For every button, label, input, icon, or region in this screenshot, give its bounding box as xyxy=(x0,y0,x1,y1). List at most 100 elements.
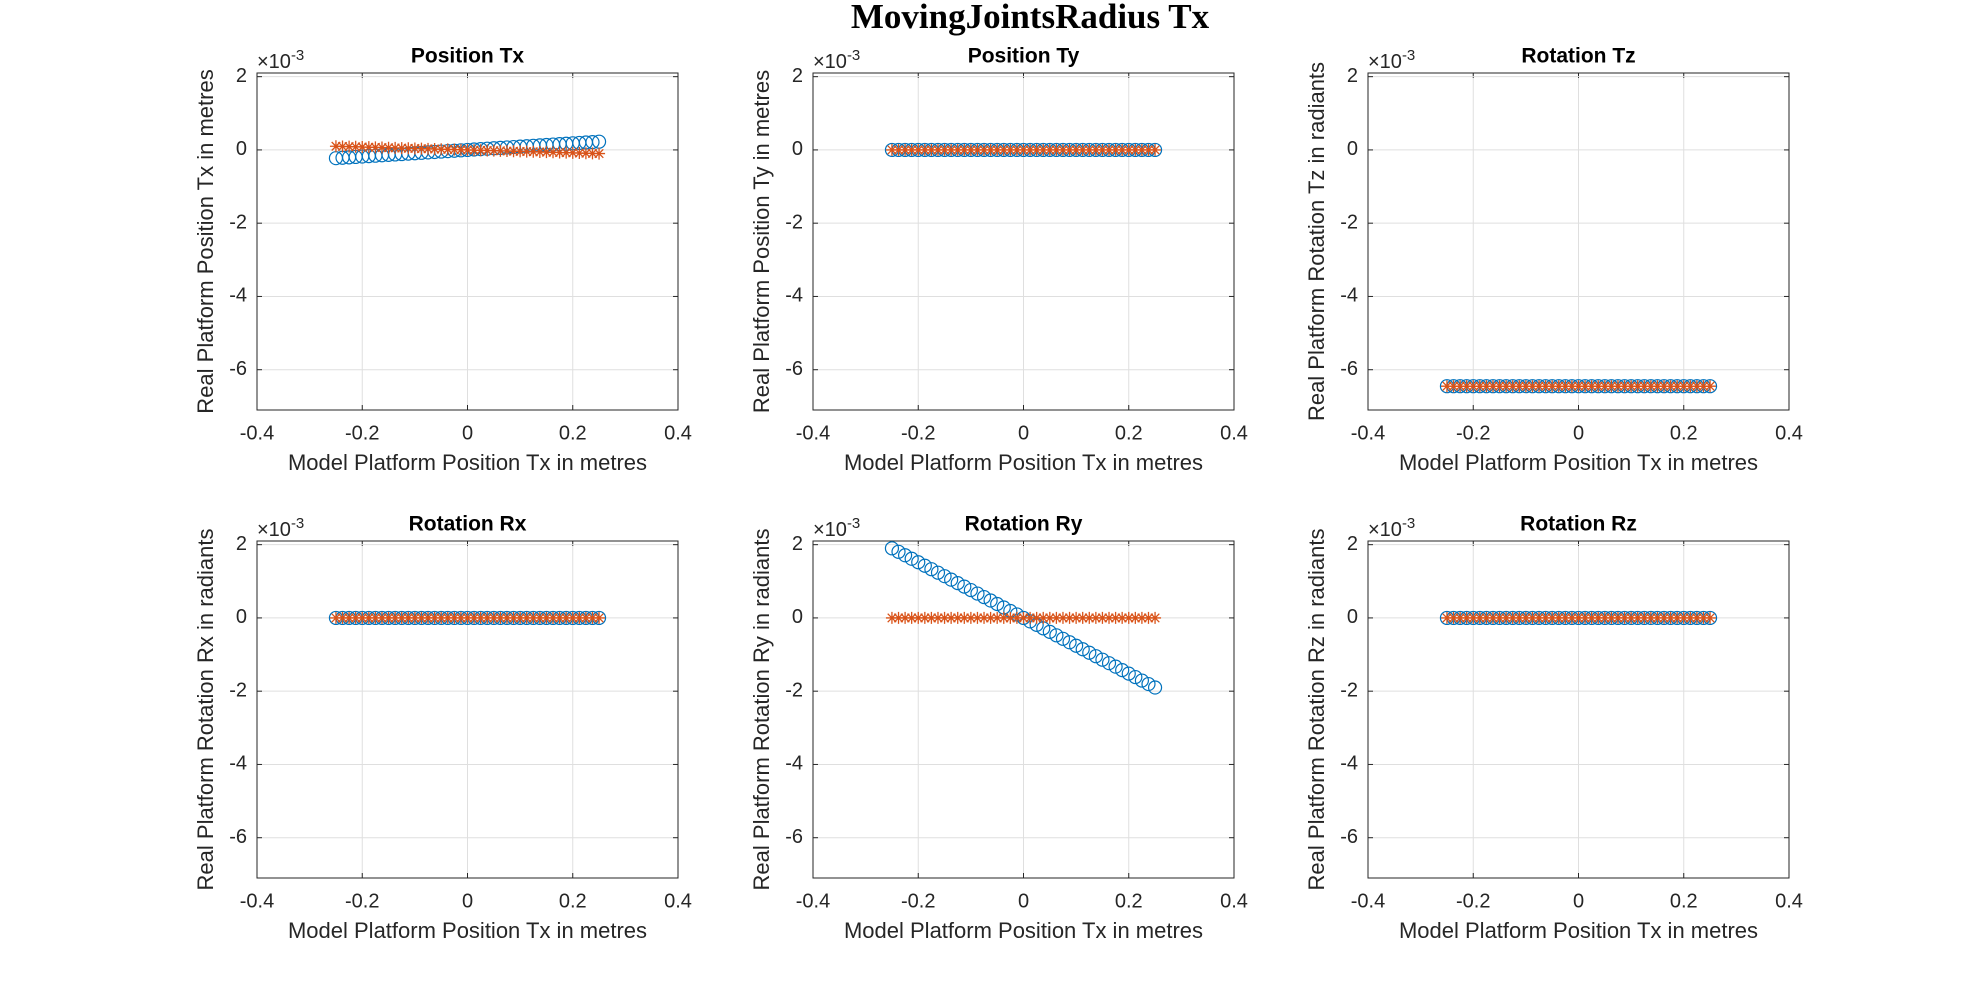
marker xyxy=(560,611,573,624)
marker xyxy=(957,579,972,594)
marker xyxy=(1625,380,1638,393)
y-multiplier-base: ×10 xyxy=(257,51,291,73)
axes-box xyxy=(256,540,679,879)
marker xyxy=(1042,624,1057,639)
marker xyxy=(945,611,958,624)
marker xyxy=(514,611,527,624)
marker xyxy=(349,611,362,624)
subplot-title: Position Ty xyxy=(968,45,1080,68)
y-tick-label: -4 xyxy=(785,285,803,307)
marker xyxy=(481,144,494,157)
marker xyxy=(997,143,1010,156)
marker xyxy=(1658,380,1671,393)
marker xyxy=(1122,143,1135,156)
marker xyxy=(329,140,342,153)
marker xyxy=(1063,143,1076,156)
marker xyxy=(500,611,513,624)
marker xyxy=(1631,380,1644,393)
marker xyxy=(1664,380,1677,393)
marker xyxy=(1460,611,1473,624)
x-axis-label: Model Platform Position Tx in metres xyxy=(1399,450,1758,475)
marker xyxy=(918,143,931,156)
marker xyxy=(1050,611,1063,624)
y-multiplier-exponent: -3 xyxy=(1402,47,1415,64)
marker xyxy=(1690,611,1703,624)
marker xyxy=(1585,611,1598,624)
marker xyxy=(1055,631,1071,646)
y-tick-label: 2 xyxy=(1347,533,1358,555)
x-tick-label: 0.4 xyxy=(664,890,692,912)
marker xyxy=(971,611,984,624)
marker xyxy=(1076,143,1089,156)
marker xyxy=(1083,611,1096,624)
marker xyxy=(573,611,586,624)
marker xyxy=(1611,380,1624,393)
series xyxy=(329,140,606,160)
marker xyxy=(1559,611,1572,624)
series xyxy=(1440,611,1717,624)
y-axis-label: Real Platform Rotation Ry in radiants xyxy=(749,529,774,891)
marker xyxy=(454,143,467,156)
marker xyxy=(1519,611,1532,624)
marker xyxy=(448,611,461,624)
marker xyxy=(1010,611,1023,624)
y-tick-label: 2 xyxy=(236,533,247,555)
marker xyxy=(1631,611,1644,624)
marker xyxy=(474,611,487,624)
marker xyxy=(1069,638,1084,653)
marker xyxy=(1076,611,1089,624)
marker xyxy=(422,611,435,624)
marker xyxy=(468,144,481,157)
x-tick-label: -0.2 xyxy=(345,422,379,444)
marker xyxy=(474,144,487,157)
marker xyxy=(428,143,441,156)
marker xyxy=(931,143,944,156)
marker xyxy=(1142,143,1155,156)
marker xyxy=(1519,380,1532,393)
marker xyxy=(944,572,959,587)
marker xyxy=(892,143,905,156)
marker xyxy=(402,611,415,624)
marker xyxy=(382,611,395,624)
marker xyxy=(1116,611,1129,624)
y-tick-label: -4 xyxy=(785,753,803,775)
marker xyxy=(1605,380,1618,393)
y-tick-label: -6 xyxy=(1340,826,1358,848)
marker xyxy=(1677,611,1690,624)
marker xyxy=(1096,611,1109,624)
marker xyxy=(984,143,997,156)
y-axis-label: Real Platform Rotation Rz in radiants xyxy=(1304,529,1329,891)
y-tick-label: -2 xyxy=(229,679,247,701)
marker xyxy=(1671,611,1684,624)
marker xyxy=(527,145,540,158)
y-tick-label: -2 xyxy=(1340,211,1358,233)
marker xyxy=(1037,143,1050,156)
marker xyxy=(899,611,912,624)
x-tick-label: 0 xyxy=(1573,422,1584,444)
x-axis-label: Model Platform Position Tx in metres xyxy=(288,918,647,943)
marker xyxy=(553,146,566,159)
marker xyxy=(1565,380,1578,393)
marker xyxy=(1142,611,1155,624)
y-tick-label: -6 xyxy=(229,826,247,848)
x-tick-label: -0.4 xyxy=(1351,890,1385,912)
marker xyxy=(1004,611,1017,624)
marker xyxy=(1697,380,1710,393)
marker xyxy=(904,551,919,566)
y-multiplier-exponent: -3 xyxy=(291,47,304,64)
y-multiplier-base: ×10 xyxy=(1368,51,1402,73)
y-multiplier: ×10-3 xyxy=(813,47,860,73)
marker xyxy=(905,143,918,156)
y-multiplier: ×10-3 xyxy=(1368,515,1415,541)
marker xyxy=(1103,143,1116,156)
marker xyxy=(925,611,938,624)
marker xyxy=(1017,143,1030,156)
marker xyxy=(1128,669,1143,685)
marker xyxy=(1546,611,1559,624)
marker xyxy=(362,141,375,154)
marker xyxy=(1697,611,1710,624)
marker xyxy=(1526,380,1539,393)
y-tick-label: 2 xyxy=(792,65,803,87)
marker xyxy=(553,611,566,624)
x-axis-label: Model Platform Position Tx in metres xyxy=(288,450,647,475)
